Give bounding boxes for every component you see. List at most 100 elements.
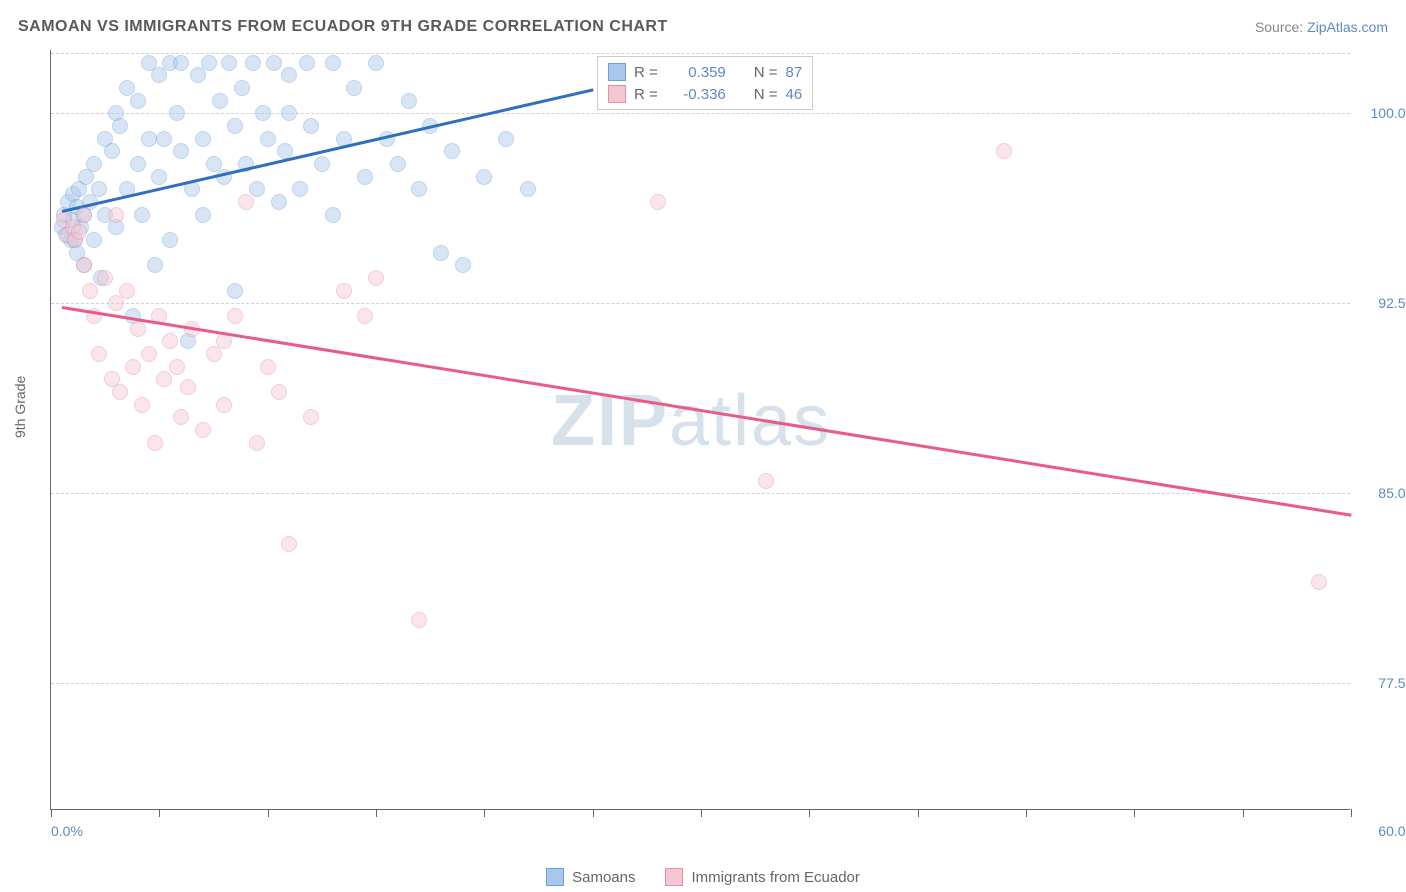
legend-label-samoans: Samoans (572, 869, 635, 886)
scatter-point-samoans (281, 67, 297, 83)
x-tick (1026, 809, 1027, 817)
x-tick (918, 809, 919, 817)
scatter-point-ecuador (112, 384, 128, 400)
scatter-point-samoans (498, 131, 514, 147)
gridline (51, 53, 1350, 54)
x-tick-label-min: 0.0% (51, 823, 83, 839)
scatter-point-samoans (368, 55, 384, 71)
scatter-point-ecuador (180, 379, 196, 395)
scatter-point-ecuador (758, 473, 774, 489)
legend-swatch-samoans (546, 868, 564, 886)
x-tick (376, 809, 377, 817)
scatter-point-samoans (266, 55, 282, 71)
scatter-point-samoans (255, 105, 271, 121)
scatter-point-samoans (151, 67, 167, 83)
plot-area: ZIPatlas 77.5%85.0%92.5%100.0%0.0%60.0%R… (50, 50, 1350, 810)
scatter-point-samoans (476, 169, 492, 185)
corr-row-ecuador: R =-0.336N =46 (608, 83, 802, 105)
scatter-point-samoans (173, 55, 189, 71)
scatter-point-samoans (292, 181, 308, 197)
scatter-point-samoans (357, 169, 373, 185)
scatter-point-samoans (190, 67, 206, 83)
scatter-point-samoans (260, 131, 276, 147)
scatter-point-samoans (86, 156, 102, 172)
scatter-point-ecuador (357, 308, 373, 324)
scatter-point-samoans (195, 131, 211, 147)
scatter-point-samoans (227, 283, 243, 299)
corr-n-prefix: N = (754, 86, 778, 103)
scatter-point-ecuador (1311, 574, 1327, 590)
corr-r-value: 0.359 (666, 64, 726, 81)
scatter-point-ecuador (238, 194, 254, 210)
scatter-point-ecuador (108, 295, 124, 311)
scatter-point-samoans (520, 181, 536, 197)
x-tick (1351, 809, 1352, 817)
scatter-point-samoans (147, 257, 163, 273)
scatter-point-ecuador (130, 321, 146, 337)
source-attribution: Source: ZipAtlas.com (1255, 19, 1388, 35)
legend-item-samoans: Samoans (546, 868, 635, 886)
scatter-point-samoans (91, 181, 107, 197)
scatter-point-samoans (314, 156, 330, 172)
scatter-point-samoans (249, 181, 265, 197)
scatter-point-ecuador (271, 384, 287, 400)
scatter-point-samoans (303, 118, 319, 134)
bottom-legend: Samoans Immigrants from Ecuador (0, 868, 1406, 886)
scatter-point-ecuador (303, 409, 319, 425)
x-tick (809, 809, 810, 817)
scatter-point-samoans (444, 143, 460, 159)
scatter-point-ecuador (996, 143, 1012, 159)
scatter-point-samoans (86, 232, 102, 248)
source-prefix: Source: (1255, 19, 1307, 35)
x-tick (1243, 809, 1244, 817)
scatter-point-ecuador (141, 346, 157, 362)
x-tick (51, 809, 52, 817)
y-tick-label: 92.5% (1378, 295, 1406, 311)
scatter-point-samoans (134, 207, 150, 223)
scatter-point-ecuador (227, 308, 243, 324)
scatter-point-samoans (141, 131, 157, 147)
scatter-point-samoans (433, 245, 449, 261)
scatter-point-samoans (245, 55, 261, 71)
watermark-bold: ZIP (551, 381, 669, 461)
scatter-point-ecuador (76, 257, 92, 273)
scatter-point-samoans (162, 232, 178, 248)
scatter-point-samoans (325, 55, 341, 71)
scatter-point-ecuador (76, 207, 92, 223)
legend-label-ecuador: Immigrants from Ecuador (691, 869, 859, 886)
scatter-point-samoans (195, 207, 211, 223)
scatter-point-samoans (112, 118, 128, 134)
scatter-point-samoans (271, 194, 287, 210)
corr-r-prefix: R = (634, 86, 658, 103)
scatter-point-samoans (169, 105, 185, 121)
scatter-point-ecuador (281, 536, 297, 552)
y-tick-label: 77.5% (1378, 675, 1406, 691)
scatter-point-samoans (227, 118, 243, 134)
watermark-light: atlas (669, 381, 831, 461)
corr-n-value: 46 (786, 86, 803, 103)
scatter-point-ecuador (156, 371, 172, 387)
x-tick (593, 809, 594, 817)
scatter-point-ecuador (97, 270, 113, 286)
corr-row-samoans: R =0.359N =87 (608, 61, 802, 83)
correlation-legend: R =0.359N =87R =-0.336N =46 (597, 56, 813, 110)
scatter-point-ecuador (368, 270, 384, 286)
x-tick (701, 809, 702, 817)
x-tick (1134, 809, 1135, 817)
y-axis-label: 9th Grade (12, 376, 28, 438)
corr-n-prefix: N = (754, 64, 778, 81)
scatter-point-ecuador (134, 397, 150, 413)
scatter-point-samoans (390, 156, 406, 172)
scatter-point-ecuador (173, 409, 189, 425)
scatter-point-ecuador (411, 612, 427, 628)
scatter-point-ecuador (195, 422, 211, 438)
source-link[interactable]: ZipAtlas.com (1307, 19, 1388, 35)
scatter-point-samoans (401, 93, 417, 109)
x-tick (159, 809, 160, 817)
scatter-point-samoans (299, 55, 315, 71)
scatter-point-ecuador (206, 346, 222, 362)
legend-swatch-ecuador (665, 868, 683, 886)
scatter-point-ecuador (336, 283, 352, 299)
scatter-point-ecuador (82, 283, 98, 299)
x-tick (484, 809, 485, 817)
